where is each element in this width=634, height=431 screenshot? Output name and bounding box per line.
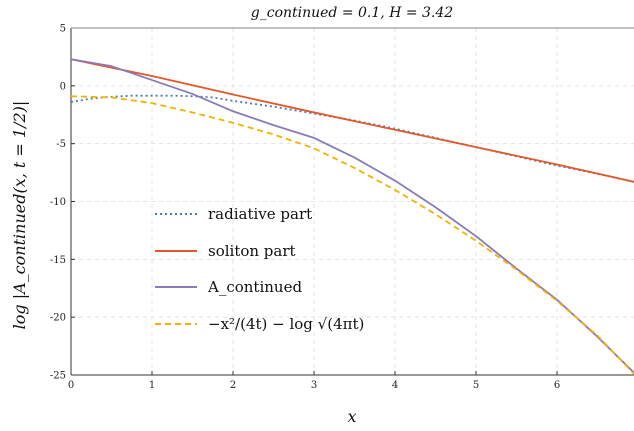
x-tick-label: 3 [311, 380, 317, 391]
x-tick-label: 2 [230, 380, 236, 391]
y-tick-label: 0 [60, 81, 66, 92]
x-tick-label: 5 [473, 380, 479, 391]
plot-frame [70, 27, 634, 376]
y-tick-label: -10 [50, 197, 66, 208]
legend-label-soliton: soliton part [208, 242, 296, 260]
y-tick-label: -5 [56, 139, 66, 150]
y-axis-title: log |A_continued(x, t = 1/2)| [10, 101, 29, 330]
series-group [71, 58, 634, 375]
x-tick-label: 1 [149, 380, 155, 391]
chart-title: g_continued = 0.1, H = 3.42 [251, 5, 454, 21]
y-tick-label: -20 [50, 313, 66, 324]
y-tick-label: 5 [60, 24, 66, 35]
x-tick-label: 0 [68, 380, 74, 391]
legend-label-radiative: radiative part [208, 205, 312, 223]
series-line--x-2-4t-log-sqrt-4-pi-t- [71, 95, 634, 375]
x-axis-title: x [347, 407, 356, 426]
series-line-soliton-part [71, 58, 634, 183]
x-tick-label: 4 [392, 380, 398, 391]
x-tick-label: 6 [554, 380, 560, 391]
series-line-radiative-part [71, 94, 634, 183]
y-tick-label: -15 [50, 255, 66, 266]
legend-label-gaussian: −x²/(4t) − log √(4πt) [208, 315, 364, 333]
legend-label-continued: A_continued [207, 278, 302, 296]
y-tick-label: -25 [50, 371, 66, 382]
series-line-a-continued [71, 58, 634, 374]
tick-labels: 0 1 2 3 4 5 6 5 0 -5 -10 -15 -20 -25 [50, 24, 560, 392]
legend: radiative part soliton part A_continued … [155, 205, 364, 333]
